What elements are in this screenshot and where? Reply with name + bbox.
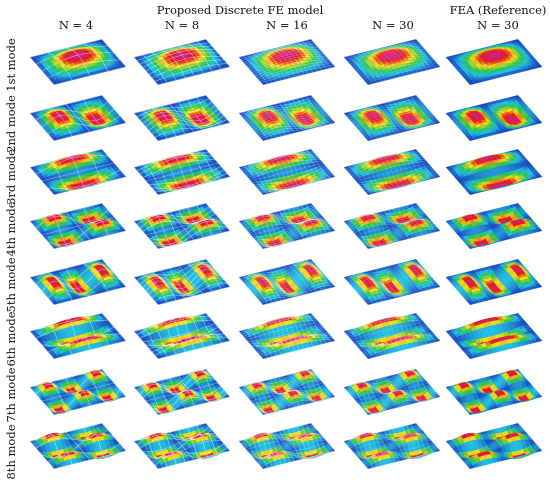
mode-plot-r2-c4 — [343, 95, 441, 142]
mode-plot-r3-c5 — [445, 149, 543, 196]
column-header-n30: N = 30 — [372, 18, 414, 32]
mode-plot-r1-c3 — [238, 39, 336, 86]
mode-plot-r2-c5 — [445, 95, 543, 142]
mode-plot-r2-c1 — [29, 95, 127, 142]
mesh-line — [101, 39, 127, 67]
mode-plot-r3-c3 — [238, 149, 336, 196]
mode-plot-r3-c2 — [133, 149, 231, 196]
column-header-n4: N = 4 — [58, 18, 94, 32]
column-header-n16: N = 16 — [266, 18, 308, 32]
mode-plot-r1-c2 — [133, 39, 231, 86]
reference-title: FEA (Reference) — [449, 3, 547, 17]
mesh-line — [83, 43, 109, 72]
mode-plot-r2-c3 — [238, 95, 336, 142]
column-header-fea-n30: N = 30 — [477, 18, 519, 32]
mesh-line — [47, 59, 121, 79]
surface-patch — [516, 152, 523, 155]
mode-plot-r1-c5 — [445, 39, 543, 86]
proposed-model-title: Proposed Discrete FE model — [156, 3, 324, 17]
mesh-line — [53, 66, 127, 86]
mesh-line — [41, 52, 115, 72]
column-header-n8: N = 8 — [164, 18, 200, 32]
mode-plot-r3-c4 — [343, 149, 441, 196]
mode-plot-r3-c1 — [29, 149, 127, 196]
mode-plot-r2-c2 — [133, 95, 231, 142]
mode-plot-r1-c1 — [29, 39, 127, 86]
mode-plot-r1-c4 — [343, 39, 441, 86]
